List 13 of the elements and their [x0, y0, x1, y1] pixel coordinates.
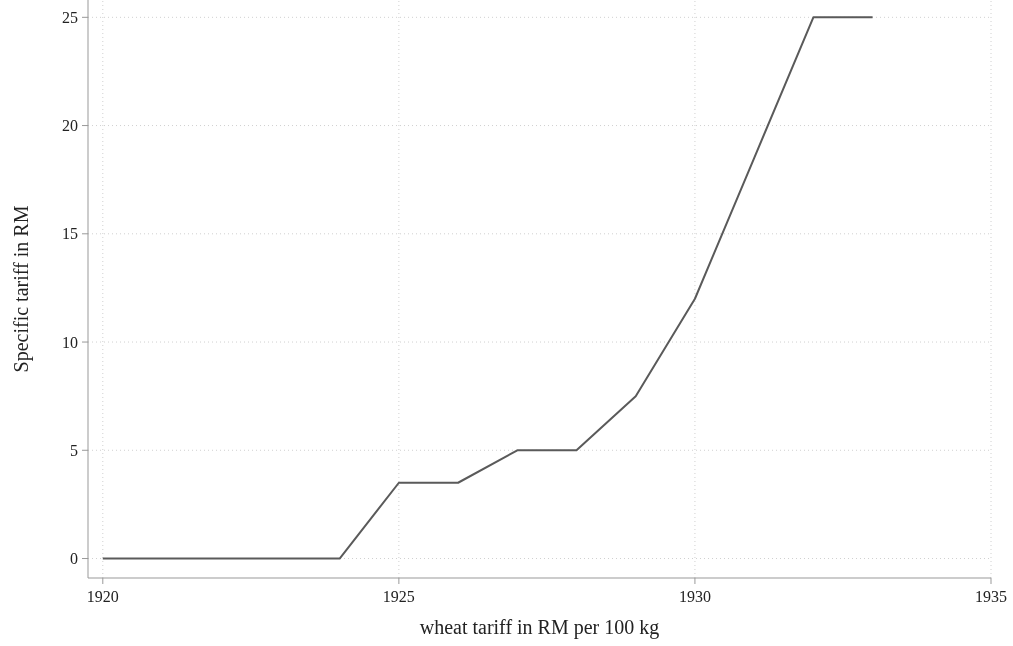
x-axis-title: wheat tariff in RM per 100 kg	[419, 616, 660, 639]
y-tick-label: 10	[62, 333, 78, 351]
y-tick-label: 15	[62, 225, 78, 243]
y-tick-label: 25	[62, 8, 78, 26]
y-tick-label: 0	[70, 550, 78, 568]
x-tick-label: 1930	[678, 588, 711, 605]
x-tick-label: 1925	[382, 588, 415, 605]
x-tick-label: 1920	[86, 588, 119, 605]
y-tick-label: 20	[62, 117, 78, 135]
y-tick-label: 5	[70, 441, 78, 459]
x-tick-label: 1935	[975, 588, 1007, 605]
y-axis-title: Specific tariff in RM	[10, 205, 33, 373]
line-series	[101, 16, 874, 560]
